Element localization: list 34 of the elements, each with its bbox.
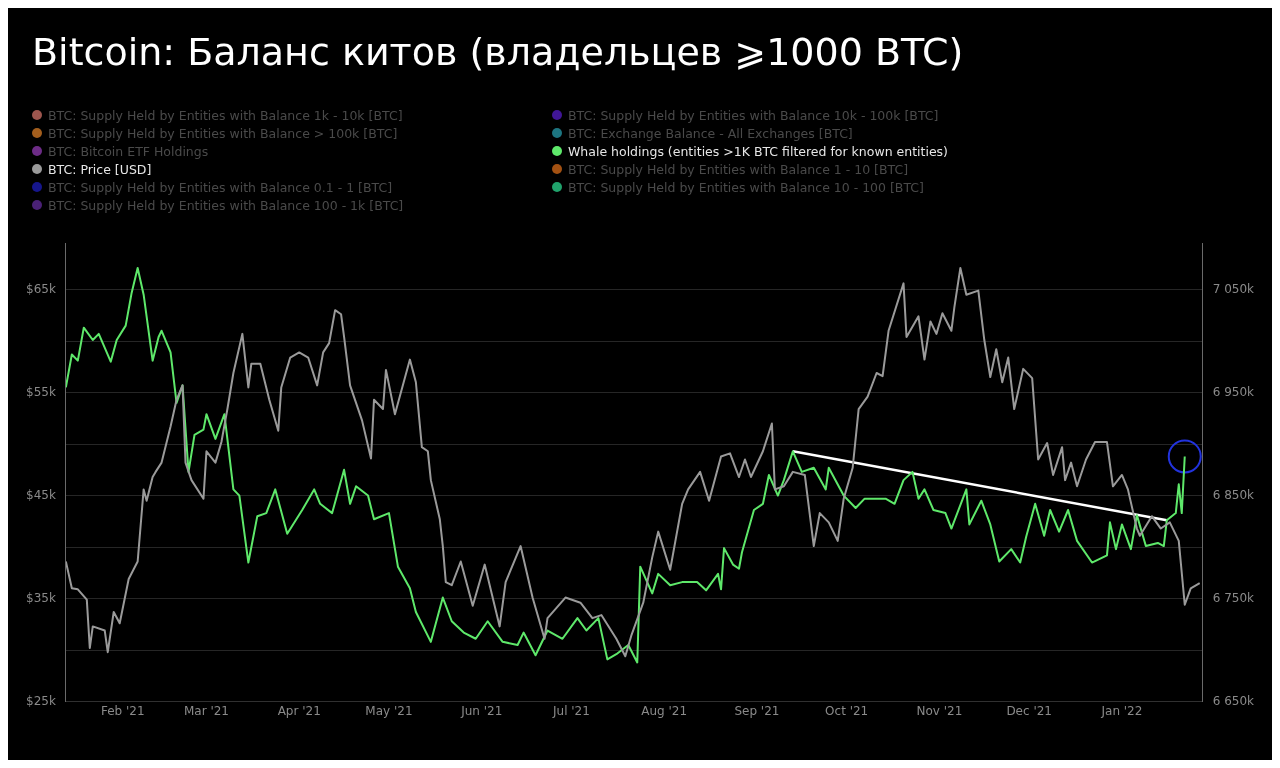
x-tick-label: Jun '21 xyxy=(460,703,503,718)
legend-label: Whale holdings (entities >1K BTC filtered for known entities) xyxy=(568,143,948,159)
x-tick-label: Mar '21 xyxy=(183,703,229,718)
x-tick-label: Jan '22 xyxy=(1100,703,1143,718)
legend-label: BTC: Exchange Balance - All Exchanges [BTC] xyxy=(568,125,853,141)
legend-label: BTC: Supply Held by Entities with Balance 0.1 - 1 [BTC] xyxy=(48,179,393,195)
legend-label: BTC: Supply Held by Entities with Balance 10 - 100 [BTC] xyxy=(568,179,924,195)
y2-tick-label: 6 950k xyxy=(1212,384,1255,399)
x-tick-label: Sep '21 xyxy=(734,703,780,718)
x-tick-label: Dec '21 xyxy=(1006,703,1052,718)
legend-label: BTC: Supply Held by Entities with Balance > 100k [BTC] xyxy=(48,125,398,141)
y2-tick-label: 6 750k xyxy=(1212,590,1255,605)
legend-label: BTC: Supply Held by Entities with Balance 100 - 1k [BTC] xyxy=(48,197,404,213)
y2-tick-label: 6 650k xyxy=(1212,693,1255,708)
x-tick-label: Aug '21 xyxy=(641,703,688,718)
x-tick-label: Apr '21 xyxy=(277,703,321,718)
legend-label: BTC: Supply Held by Entities with Balance 1 - 10 [BTC] xyxy=(568,161,909,177)
y-tick-label: $55k xyxy=(25,384,56,399)
x-tick-label: Feb '21 xyxy=(100,703,145,718)
y-tick-label: $35k xyxy=(25,590,56,605)
y-tick-label: $45k xyxy=(25,487,56,502)
x-tick-label: May '21 xyxy=(365,703,413,718)
legend-label: BTC: Supply Held by Entities with Balance 10k - 100k [BTC] xyxy=(568,107,939,123)
legend-label: BTC: Bitcoin ETF Holdings xyxy=(48,143,209,159)
legend-label: BTC: Price [USD] xyxy=(48,161,152,177)
y2-tick-label: 7 050k xyxy=(1212,281,1255,296)
chart-title: Bitcoin: Баланс китов (владельцев ⩾1000 BTC) xyxy=(31,29,965,76)
x-tick-label: Nov '21 xyxy=(916,703,963,718)
x-tick-label: Oct '21 xyxy=(825,703,869,718)
y2-tick-label: 6 850k xyxy=(1212,487,1255,502)
x-tick-label: Jul '21 xyxy=(552,703,590,718)
y-tick-label: $65k xyxy=(25,281,56,296)
legend-label: BTC: Supply Held by Entities with Balance 1k - 10k [BTC] xyxy=(48,107,403,123)
y-tick-label: $25k xyxy=(25,693,56,708)
